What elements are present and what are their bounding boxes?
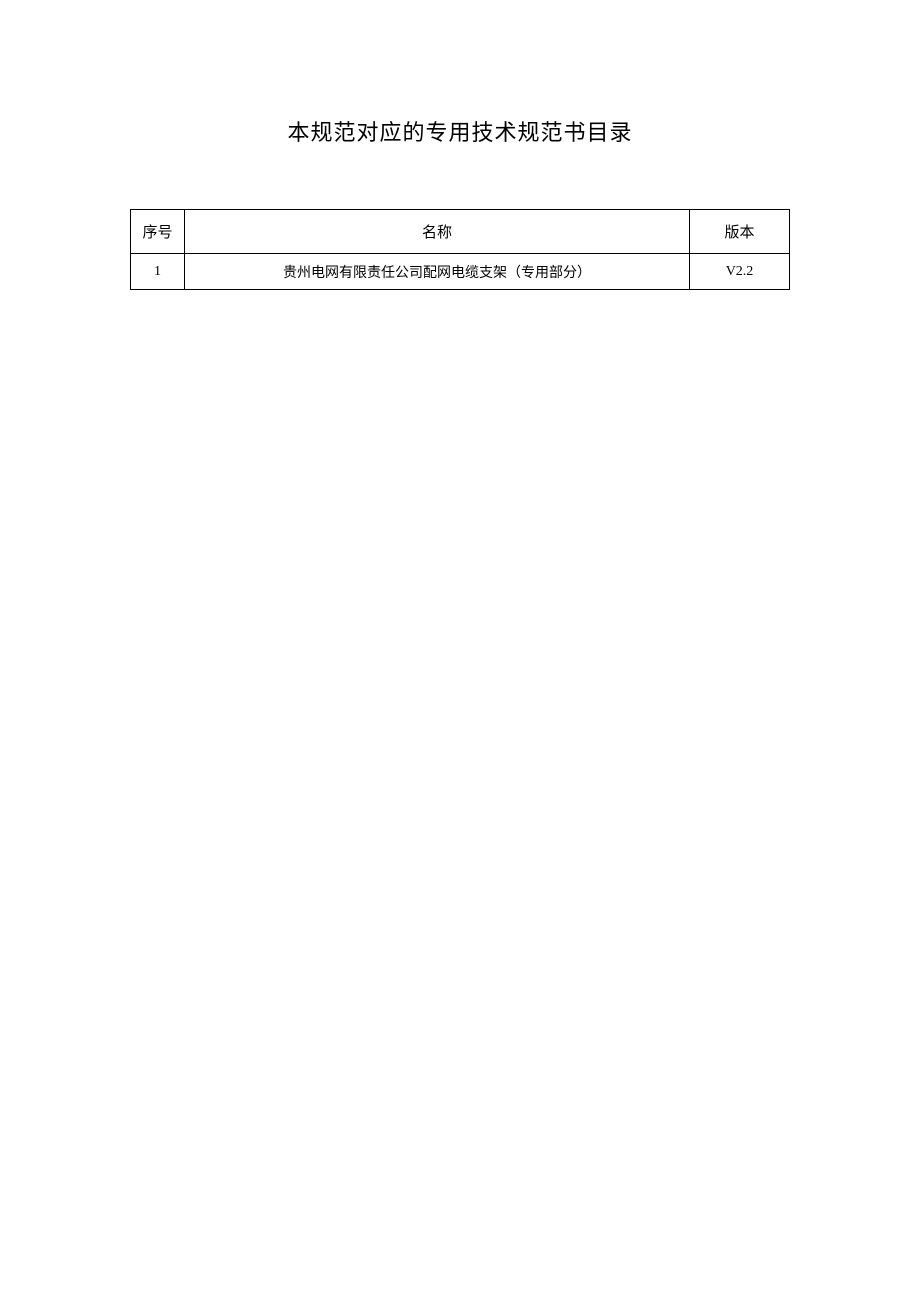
page-title: 本规范对应的专用技术规范书目录: [130, 115, 790, 147]
col-header-version: 版本: [690, 210, 790, 254]
cell-seq: 1: [131, 254, 185, 290]
cell-name: 贵州电网有限责任公司配网电缆支架（专用部分）: [185, 254, 690, 290]
cell-version: V2.2: [690, 254, 790, 290]
table-header-row: 序号 名称 版本: [131, 210, 790, 254]
catalog-table: 序号 名称 版本 1 贵州电网有限责任公司配网电缆支架（专用部分） V2.2: [130, 209, 790, 290]
page-container: 本规范对应的专用技术规范书目录 序号 名称 版本 1 贵州电网有限责任公司配网电…: [0, 0, 920, 290]
col-header-seq: 序号: [131, 210, 185, 254]
table-row: 1 贵州电网有限责任公司配网电缆支架（专用部分） V2.2: [131, 254, 790, 290]
col-header-name: 名称: [185, 210, 690, 254]
